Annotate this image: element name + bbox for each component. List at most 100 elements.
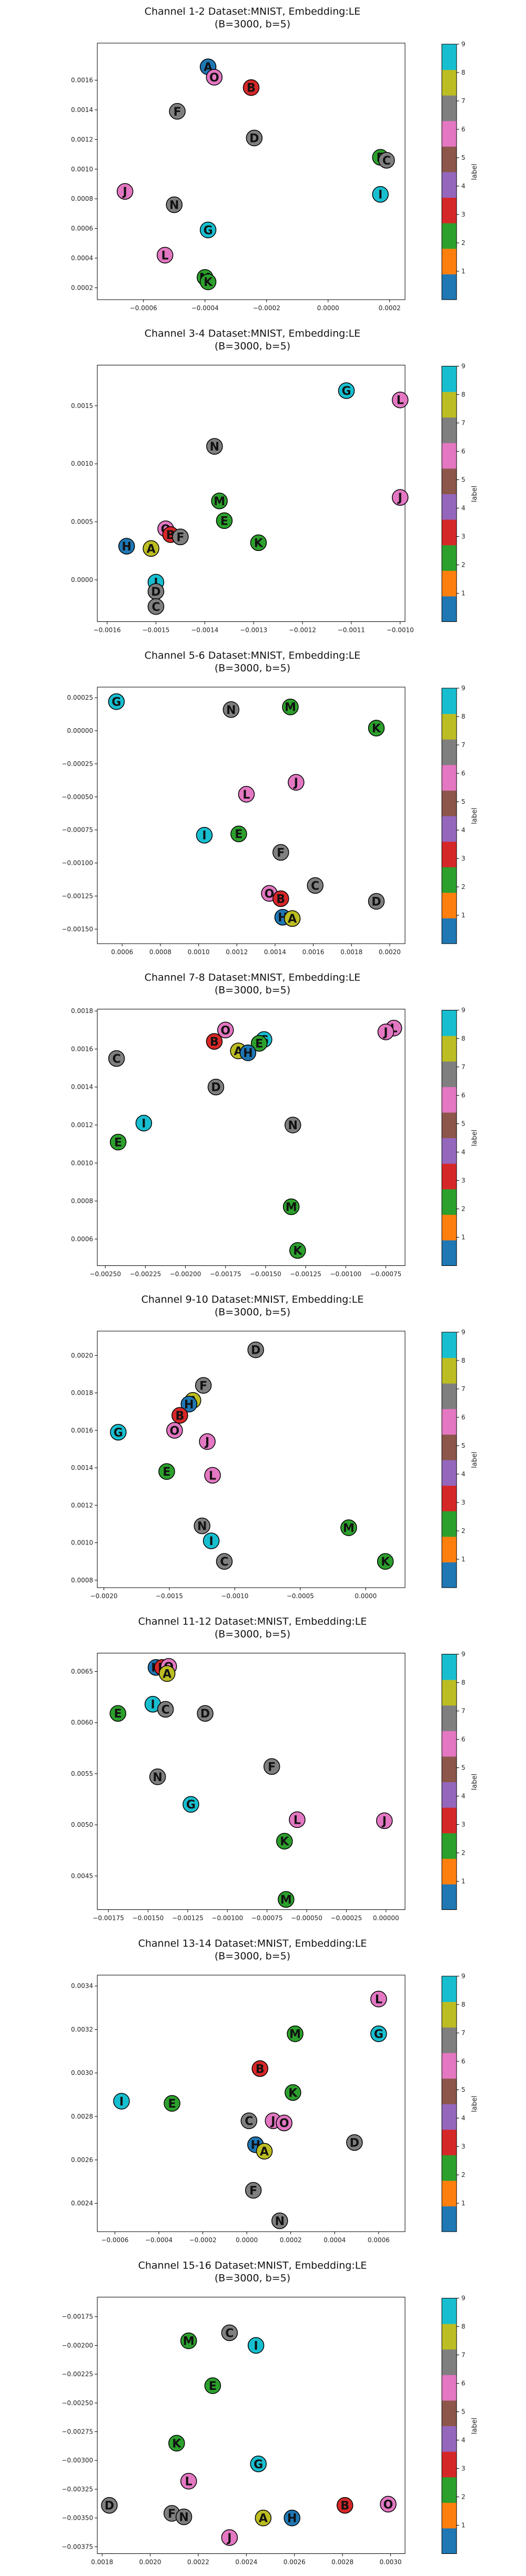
- scatter-point: [156, 247, 174, 264]
- colorbar-swatch: [442, 2349, 457, 2375]
- colorbar-swatch: [442, 790, 457, 816]
- point-label: N: [210, 441, 219, 454]
- colorbar-tick-label: 8: [461, 1035, 466, 1042]
- point-label: F: [249, 2184, 257, 2197]
- colorbar-swatch: [442, 248, 457, 274]
- point-label: A: [147, 543, 156, 556]
- colorbar-tick-label: 5: [461, 1764, 466, 1772]
- colorbar-tick-label: 3: [461, 211, 466, 218]
- point-label: E: [114, 1137, 122, 1150]
- scatter-point: [157, 1701, 174, 1718]
- colorbar-swatch: [442, 392, 457, 418]
- colorbar-tick-label: 5: [461, 798, 466, 805]
- plot-frame: [97, 1331, 406, 1588]
- scatter-point: [372, 186, 389, 203]
- colorbar-tick-label: 3: [461, 1499, 466, 1506]
- colorbar-swatch: [442, 2129, 457, 2155]
- point-label: G: [112, 696, 121, 709]
- chart-panel-2: Channel 3-4 Dataset:MNIST, Embedding:LE(…: [71, 328, 479, 634]
- colorbar-swatch: [442, 1782, 457, 1808]
- point-label: G: [114, 1426, 123, 1439]
- point-label: E: [168, 2098, 176, 2111]
- chart-title: Channel 5-6 Dataset:MNIST, Embedding:LE: [145, 650, 361, 661]
- colorbar: 1 2 3 4 5 6 7 8 9 label: [441, 1007, 479, 1266]
- colorbar-label: label: [471, 163, 479, 180]
- y-tick-label: 0.0034: [71, 1982, 93, 1990]
- y-tick-label: −0.00350: [62, 2514, 93, 2522]
- y-tick-label: 0.0018: [71, 1389, 93, 1397]
- colorbar-tick-label: 8: [461, 713, 466, 720]
- scatter-point: [168, 2435, 185, 2452]
- scatter-point: [278, 1891, 295, 1908]
- plot-frame: [97, 365, 406, 622]
- scatter-point: [158, 1665, 176, 1682]
- x-tick-label: 0.0004: [323, 2236, 346, 2244]
- scatter-point: [216, 1553, 233, 1570]
- point-label: K: [254, 537, 264, 550]
- colorbar-swatch: [442, 2078, 457, 2104]
- point-label: L: [161, 249, 169, 262]
- colorbar-swatch: [442, 1705, 457, 1731]
- y-tick-label: 0.0012: [71, 1121, 93, 1129]
- scatter-point: [245, 2182, 262, 2199]
- scatter-point: [276, 1833, 293, 1849]
- colorbar-swatch: [442, 1087, 457, 1113]
- point-label: N: [288, 1119, 298, 1132]
- scatter-point: [256, 2143, 273, 2160]
- colorbar-tick-label: 9: [461, 40, 466, 48]
- x-tick-label: −0.00125: [172, 1915, 204, 1922]
- colorbar-swatch: [442, 1357, 457, 1384]
- scatter-point: [194, 1517, 210, 1535]
- colorbar-swatch: [442, 417, 457, 443]
- scatter-point: [287, 2025, 304, 2042]
- y-tick-label: 0.0016: [71, 1427, 93, 1434]
- plot-frame: [97, 1009, 406, 1266]
- scatter-point: [149, 1769, 166, 1785]
- x-tick-label: −0.0013: [240, 627, 267, 634]
- y-tick-label: 0.0008: [71, 195, 93, 202]
- colorbar-swatch: [442, 545, 457, 571]
- y-tick-label: 0.0012: [71, 1501, 93, 1509]
- y-tick-label: 0.0026: [71, 2156, 93, 2164]
- point-label: J: [122, 186, 127, 199]
- scatter-point: [118, 538, 135, 555]
- colorbar-swatch: [442, 1408, 457, 1435]
- y-tick-label: −0.00325: [62, 2486, 93, 2493]
- point-label: E: [220, 515, 228, 528]
- chart-title: Channel 13-14 Dataset:MNIST, Embedding:L…: [138, 1938, 367, 1949]
- colorbar-tick-label: 3: [461, 2143, 466, 2150]
- colorbar-tick-label: 2: [461, 883, 466, 891]
- colorbar-label: label: [471, 1774, 479, 1790]
- scatter-point: [370, 1990, 387, 2008]
- point-label: K: [293, 1245, 302, 1258]
- plot-frame: [97, 687, 406, 944]
- colorbar-tick-label: 7: [461, 2029, 466, 2037]
- chart-title: Channel 1-2 Dataset:MNIST, Embedding:LE: [145, 6, 361, 17]
- point-label: B: [340, 2500, 349, 2513]
- colorbar-swatch: [442, 1138, 457, 1164]
- x-tick-label: −0.00150: [250, 1271, 281, 1278]
- colorbar-swatch: [442, 1756, 457, 1782]
- point-label: K: [172, 2437, 181, 2450]
- x-tick-label: 0.0030: [380, 2559, 402, 2566]
- x-tick-label: 0.0000: [317, 304, 339, 312]
- point-label: J: [226, 2532, 231, 2545]
- point-label: B: [210, 1036, 219, 1049]
- scatter-point: [197, 1705, 214, 1722]
- point-label: K: [288, 2087, 298, 2100]
- colorbar-swatch: [442, 2528, 457, 2554]
- colorbar-swatch: [442, 2324, 457, 2350]
- colorbar-frame: [441, 2298, 457, 2554]
- point-label: C: [151, 601, 160, 614]
- x-tick-label: −0.00125: [290, 1271, 321, 1278]
- colorbar-swatch: [442, 1163, 457, 1190]
- scatter-point: [199, 273, 217, 290]
- scatter-point: [169, 103, 186, 120]
- scatter-point: [240, 2112, 258, 2129]
- point-label: D: [151, 586, 160, 599]
- y-tick-label: −0.00225: [62, 2370, 93, 2378]
- point-label: O: [170, 1425, 180, 1438]
- colorbar-tick-label: 7: [461, 1385, 466, 1393]
- point-label: C: [112, 1052, 120, 1066]
